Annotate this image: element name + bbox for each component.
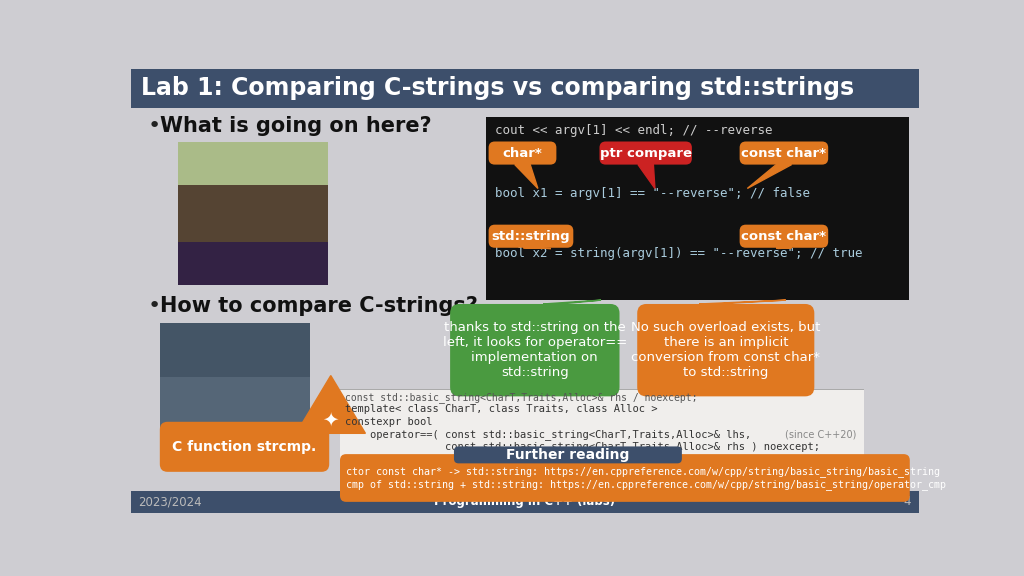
Text: How to compare C-strings?: How to compare C-strings? [160,295,477,316]
Bar [131,69,920,108]
Polygon shape [544,300,601,304]
Text: char*: char* [503,146,543,160]
Bar [340,389,863,474]
Text: const char*: const char* [741,230,826,242]
Text: 2023/2024: 2023/2024 [138,495,202,509]
Text: bool x2 = string(argv[1]) == "--reverse"; // true: bool x2 = string(argv[1]) == "--reverse"… [495,248,862,260]
Bar [178,185,329,242]
Text: const char*: const char* [741,146,826,160]
Text: Programming in C++ (labs): Programming in C++ (labs) [434,495,615,509]
Text: cout << argv[1] << endl; // --reverse: cout << argv[1] << endl; // --reverse [495,124,772,137]
Text: 4: 4 [904,495,911,509]
Bar [131,108,920,491]
Text: Lab 1: Comparing C-strings vs comparing std::strings: Lab 1: Comparing C-strings vs comparing … [141,77,854,100]
Text: ctor const char* -> std::string: https://en.cppreference.com/w/cpp/string/basic_: ctor const char* -> std::string: https:/… [346,465,940,476]
Bar [160,323,310,458]
Text: const std::basic_string<CharT,Traits,Alloc>& rhs ) noexcept;: const std::basic_string<CharT,Traits,All… [345,441,819,452]
Bar [340,389,863,390]
Bar [178,142,329,285]
FancyBboxPatch shape [160,422,330,472]
FancyBboxPatch shape [340,454,909,502]
FancyBboxPatch shape [599,142,692,165]
Polygon shape [748,165,792,188]
Text: std::string: std::string [492,230,570,242]
FancyBboxPatch shape [454,446,682,463]
Polygon shape [296,376,366,433]
Text: template< class CharT, class Traits, class Alloc >: template< class CharT, class Traits, cla… [345,404,657,415]
Text: No such overload exists, but
there is an implicit
conversion from const char*
to: No such overload exists, but there is an… [631,321,820,379]
FancyBboxPatch shape [637,304,814,396]
Polygon shape [638,165,655,188]
Polygon shape [699,300,785,304]
Bar [131,491,920,513]
Text: •: • [147,116,161,136]
FancyBboxPatch shape [488,142,556,165]
Text: What is going on here?: What is going on here? [160,116,431,136]
Bar [160,323,310,377]
Text: operator==( const std::basic_string<CharT,Traits,Alloc>& lhs,: operator==( const std::basic_string<Char… [345,429,751,439]
Text: constexpr bool: constexpr bool [345,417,432,427]
Text: cmp of std::string + std::string: https://en.cppreference.com/w/cpp/string/basic: cmp of std::string + std::string: https:… [346,479,946,490]
Text: ptr compare: ptr compare [600,146,691,160]
Text: •: • [147,295,161,316]
Polygon shape [515,165,538,188]
Bar [178,242,329,285]
Bar [485,117,909,300]
Bar [178,142,329,185]
Text: ✦: ✦ [323,411,339,430]
FancyBboxPatch shape [739,225,828,248]
Text: (since C++20): (since C++20) [784,429,856,439]
Text: const std::basic_string<CharT,Traits,Alloc>& rhs / noexcept;: const std::basic_string<CharT,Traits,All… [345,392,697,403]
Text: C function strcmp.: C function strcmp. [172,440,316,454]
Text: Further reading: Further reading [506,448,630,462]
Bar [160,377,310,458]
FancyBboxPatch shape [451,304,620,396]
FancyBboxPatch shape [739,142,828,165]
FancyBboxPatch shape [488,225,573,248]
Text: bool x1 = argv[1] == "--reverse"; // false: bool x1 = argv[1] == "--reverse"; // fal… [495,187,810,200]
Text: thanks to std::string on the
left, it looks for operator==
implementation on
std: thanks to std::string on the left, it lo… [442,321,627,379]
